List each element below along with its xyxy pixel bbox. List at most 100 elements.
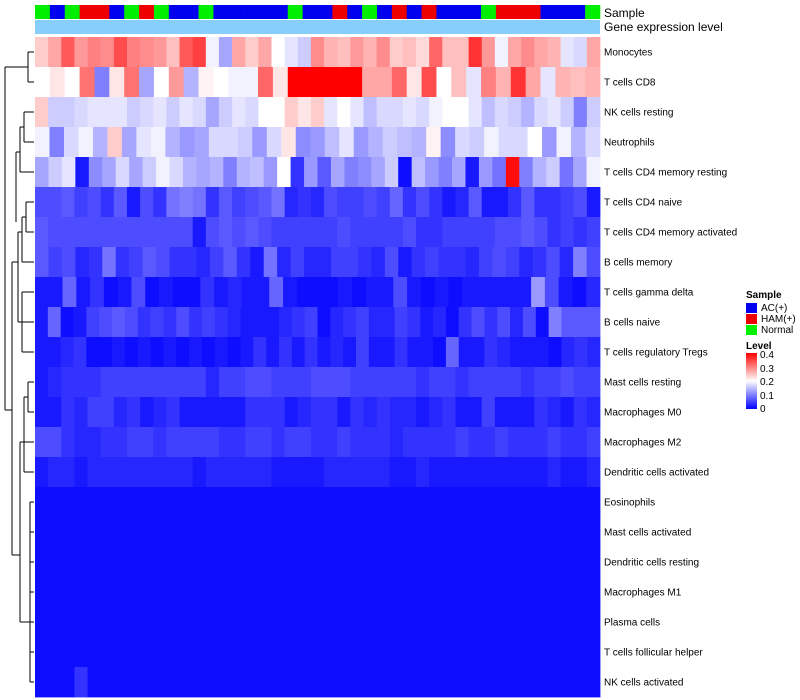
legend-swatch-ham (746, 314, 757, 324)
heatmap-cell (389, 457, 404, 488)
heatmap-cell (271, 487, 286, 518)
heatmap-cell (324, 127, 340, 158)
heatmap-cell (555, 67, 571, 98)
heatmap-cell (455, 37, 470, 68)
heatmap-cell (258, 547, 272, 578)
heatmap-cell (60, 337, 74, 368)
heatmap-cell (494, 367, 509, 398)
heatmap-cell (560, 517, 575, 548)
heatmap-cell (189, 307, 203, 338)
heatmap-cell (350, 217, 364, 248)
heatmap-cell (179, 667, 194, 698)
heatmap-cell (586, 427, 601, 458)
heatmap-cell (376, 577, 391, 608)
heatmap-cell (310, 487, 325, 518)
heatmap-cell (338, 277, 353, 308)
heatmap-cell (402, 37, 417, 68)
heatmap-cell (489, 277, 504, 308)
heatmap-cell (79, 67, 95, 98)
heatmap-cell (484, 307, 498, 338)
heatmap-cell (113, 367, 128, 398)
heatmap-cell (218, 517, 233, 548)
heatmap-cell (573, 517, 588, 548)
heatmap-cell (573, 247, 587, 278)
heatmap-cell (508, 667, 522, 698)
heatmap-cell (201, 307, 216, 338)
heatmap-cell (429, 457, 443, 488)
heatmap-cell (442, 37, 456, 68)
heatmap-cell (113, 667, 128, 698)
heatmap-cell (113, 397, 128, 428)
heatmap-cell (337, 217, 351, 248)
heatmap-cell (455, 187, 470, 218)
heatmap-cell (205, 577, 220, 608)
heatmap-cell (310, 277, 325, 308)
heatmap-cell (573, 637, 588, 668)
heatmap-cell (87, 397, 102, 428)
heatmap-cell (237, 127, 253, 158)
heatmap-cell (547, 547, 561, 578)
heatmap-cell (534, 547, 548, 578)
heatmap-cell (182, 157, 197, 188)
heatmap-cell (232, 457, 246, 488)
heatmap-cell (218, 187, 233, 218)
heatmap-cell (573, 397, 588, 428)
heatmap-cell (156, 247, 170, 278)
heatmap-cell (48, 217, 62, 248)
heatmap-cell (271, 37, 286, 68)
heatmap-cell (150, 307, 164, 338)
heatmap-cell (126, 37, 141, 68)
heatmap-cell (534, 577, 548, 608)
heatmap-cell (87, 607, 102, 638)
heatmap-cell (205, 517, 220, 548)
heatmap-cell (337, 667, 351, 698)
heatmap-cell (363, 217, 378, 248)
heatmap-cell (304, 157, 318, 188)
heatmap-cell (561, 307, 575, 338)
heatmap-cell (402, 577, 417, 608)
heatmap-cell (99, 307, 113, 338)
heatmap-cell (284, 607, 299, 638)
heatmap-cell (455, 127, 471, 158)
heatmap-cell (547, 457, 561, 488)
heatmap-cell (465, 157, 480, 188)
heatmap-cell (192, 547, 207, 578)
heatmap-cell (166, 187, 180, 218)
heatmap-cell (560, 577, 575, 608)
heatmap-cell (232, 577, 246, 608)
heatmap-cell (458, 337, 472, 368)
heatmap-cell (48, 667, 62, 698)
heatmap-cell (379, 277, 394, 308)
heatmap-cell (434, 277, 449, 308)
heatmap-cell (223, 157, 238, 188)
heatmap-cell (468, 37, 483, 68)
heatmap-cell (547, 637, 561, 668)
heatmap-cell (61, 547, 75, 578)
heatmap-cell (411, 247, 426, 278)
heatmap-cell (357, 157, 372, 188)
heatmap-cell (475, 277, 491, 308)
row-label: T cells follicular helper (604, 648, 703, 659)
heatmap-cell (271, 577, 286, 608)
heatmap-cell (73, 337, 87, 368)
heatmap-cell (442, 517, 456, 548)
heatmap-cell (121, 127, 137, 158)
heatmap-cell (61, 517, 75, 548)
heatmap-cell (258, 607, 272, 638)
heatmap-cell (586, 97, 601, 128)
heatmap-cell (586, 217, 601, 248)
heatmap-cell (522, 307, 537, 338)
heatmap-cell (281, 127, 297, 158)
heatmap-cell (48, 277, 63, 308)
heatmap-cell (442, 217, 456, 248)
heatmap-cell (48, 367, 62, 398)
heatmap-cell (416, 187, 430, 218)
heatmap-cell (205, 397, 220, 428)
heatmap-cell (429, 187, 443, 218)
heatmap-cell (258, 517, 272, 548)
heatmap-cell (521, 427, 535, 458)
heatmap-cell (192, 37, 207, 68)
heatmap-cell (35, 397, 49, 428)
heatmap-cell (384, 157, 399, 188)
